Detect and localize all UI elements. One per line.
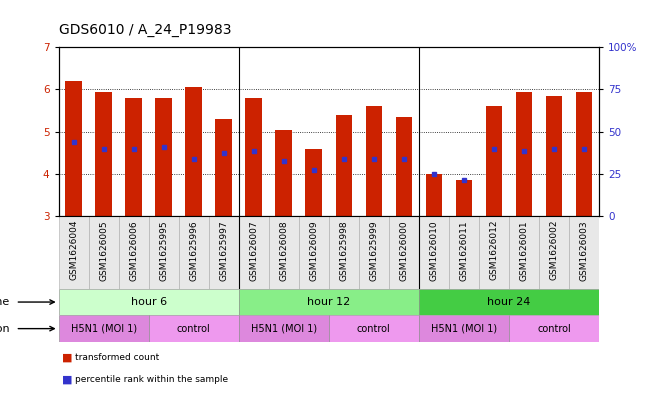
Text: GSM1626009: GSM1626009 bbox=[309, 220, 318, 281]
Bar bbox=[329, 216, 359, 289]
Bar bbox=[59, 289, 239, 315]
Text: GSM1626008: GSM1626008 bbox=[279, 220, 288, 281]
Bar bbox=[546, 96, 562, 216]
Bar bbox=[95, 92, 112, 216]
Bar bbox=[65, 81, 82, 216]
Bar bbox=[396, 117, 412, 216]
Text: GSM1625995: GSM1625995 bbox=[159, 220, 168, 281]
Bar bbox=[209, 216, 239, 289]
Bar bbox=[486, 107, 502, 216]
Text: GSM1625997: GSM1625997 bbox=[219, 220, 229, 281]
Bar bbox=[215, 119, 232, 216]
Bar bbox=[59, 315, 148, 342]
Bar bbox=[569, 216, 599, 289]
Bar bbox=[479, 216, 509, 289]
Text: control: control bbox=[537, 323, 571, 334]
Bar bbox=[275, 130, 292, 216]
Bar bbox=[509, 216, 539, 289]
Bar bbox=[186, 87, 202, 216]
Text: GSM1626007: GSM1626007 bbox=[249, 220, 258, 281]
Text: hour 12: hour 12 bbox=[307, 297, 350, 307]
Text: time: time bbox=[0, 297, 54, 307]
Text: hour 24: hour 24 bbox=[487, 297, 531, 307]
Bar bbox=[269, 216, 299, 289]
Bar bbox=[419, 289, 599, 315]
Bar bbox=[509, 315, 599, 342]
Bar bbox=[156, 98, 172, 216]
Bar bbox=[426, 174, 442, 216]
Text: H5N1 (MOI 1): H5N1 (MOI 1) bbox=[70, 323, 137, 334]
Bar bbox=[89, 216, 118, 289]
Text: GSM1626001: GSM1626001 bbox=[519, 220, 529, 281]
Text: GSM1626005: GSM1626005 bbox=[99, 220, 108, 281]
Bar bbox=[299, 216, 329, 289]
Bar bbox=[516, 92, 532, 216]
Bar bbox=[148, 216, 178, 289]
Bar bbox=[126, 98, 142, 216]
Text: GSM1626002: GSM1626002 bbox=[549, 220, 559, 280]
Text: percentile rank within the sample: percentile rank within the sample bbox=[75, 375, 228, 384]
Bar bbox=[419, 315, 509, 342]
Bar bbox=[365, 107, 382, 216]
Bar bbox=[305, 149, 322, 216]
Bar bbox=[539, 216, 569, 289]
Text: GSM1626004: GSM1626004 bbox=[69, 220, 78, 280]
Text: GSM1626010: GSM1626010 bbox=[429, 220, 438, 281]
Text: control: control bbox=[357, 323, 391, 334]
Text: GSM1626003: GSM1626003 bbox=[579, 220, 589, 281]
Bar bbox=[449, 216, 479, 289]
Bar bbox=[359, 216, 389, 289]
Text: control: control bbox=[177, 323, 210, 334]
Text: GSM1626000: GSM1626000 bbox=[399, 220, 408, 281]
Bar bbox=[335, 115, 352, 216]
Text: GDS6010 / A_24_P19983: GDS6010 / A_24_P19983 bbox=[59, 23, 231, 37]
Text: GSM1625996: GSM1625996 bbox=[189, 220, 198, 281]
Bar bbox=[239, 315, 329, 342]
Bar bbox=[118, 216, 148, 289]
Bar bbox=[575, 92, 592, 216]
Text: ■: ■ bbox=[62, 353, 72, 363]
Bar bbox=[419, 216, 449, 289]
Bar bbox=[148, 315, 239, 342]
Bar bbox=[329, 315, 419, 342]
Bar bbox=[389, 216, 419, 289]
Bar bbox=[245, 98, 262, 216]
Text: infection: infection bbox=[0, 323, 54, 334]
Text: ■: ■ bbox=[62, 374, 72, 384]
Text: hour 6: hour 6 bbox=[131, 297, 167, 307]
Text: H5N1 (MOI 1): H5N1 (MOI 1) bbox=[431, 323, 497, 334]
Text: GSM1626006: GSM1626006 bbox=[129, 220, 138, 281]
Bar bbox=[456, 180, 472, 216]
Bar bbox=[178, 216, 209, 289]
Text: GSM1625999: GSM1625999 bbox=[369, 220, 378, 281]
Text: H5N1 (MOI 1): H5N1 (MOI 1) bbox=[251, 323, 317, 334]
Bar bbox=[59, 216, 89, 289]
Bar bbox=[239, 289, 419, 315]
Text: GSM1626012: GSM1626012 bbox=[490, 220, 499, 280]
Bar bbox=[239, 216, 269, 289]
Text: GSM1626011: GSM1626011 bbox=[460, 220, 468, 281]
Text: transformed count: transformed count bbox=[75, 353, 159, 362]
Text: GSM1625998: GSM1625998 bbox=[339, 220, 348, 281]
